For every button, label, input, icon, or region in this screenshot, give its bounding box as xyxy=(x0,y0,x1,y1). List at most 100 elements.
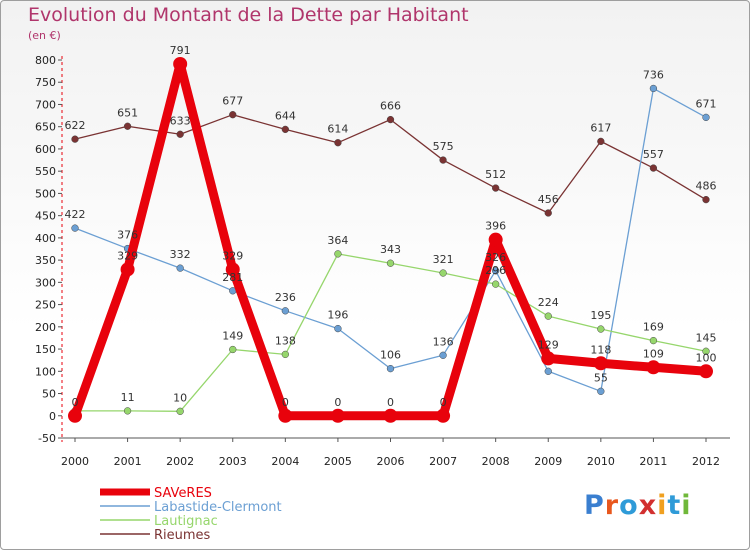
data-label: 321 xyxy=(433,253,454,266)
legend-label: Lautignac xyxy=(154,514,218,529)
x-tick-label: 2001 xyxy=(114,455,142,468)
data-label: 326 xyxy=(485,251,506,264)
logo-letter: i xyxy=(681,490,692,521)
data-point xyxy=(334,139,342,147)
data-label: 343 xyxy=(380,243,401,256)
legend-label: Rieumes xyxy=(154,528,211,543)
series-lautignac xyxy=(71,250,710,415)
series-labastide-clermont xyxy=(71,84,710,395)
data-point xyxy=(383,408,398,423)
chart-title: Evolution du Montant de la Dette par Hab… xyxy=(28,4,469,26)
y-tick-label: 600 xyxy=(35,143,56,156)
data-label: 651 xyxy=(117,106,138,119)
data-label: 296 xyxy=(485,264,506,277)
data-label: 118 xyxy=(590,343,611,356)
x-tick-label: 2003 xyxy=(219,455,247,468)
data-point xyxy=(702,347,710,355)
data-point xyxy=(225,262,240,277)
data-label: 10 xyxy=(173,391,187,404)
logo-letter: r xyxy=(604,490,620,521)
legend-label: Labastide-Clermont xyxy=(154,500,282,515)
data-point xyxy=(176,264,184,272)
data-label: 633 xyxy=(170,114,191,127)
data-point xyxy=(597,387,605,395)
data-point xyxy=(544,367,552,375)
data-label: 281 xyxy=(222,271,243,284)
data-label: 149 xyxy=(222,330,243,343)
data-label: 791 xyxy=(170,44,191,57)
y-tick-label: 500 xyxy=(35,187,56,200)
data-label: 644 xyxy=(275,109,296,122)
data-point xyxy=(702,195,710,204)
data-label: 486 xyxy=(696,180,717,193)
data-label: 0 xyxy=(72,396,79,409)
data-point xyxy=(123,407,132,415)
logo-letter: o xyxy=(619,490,639,521)
x-tick-label: 2007 xyxy=(429,455,457,468)
logo-letter: x xyxy=(638,490,658,521)
data-point xyxy=(492,184,500,192)
data-label: 396 xyxy=(485,220,506,233)
data-point xyxy=(278,408,293,423)
y-tick-label: 800 xyxy=(35,54,56,67)
x-tick-label: 2006 xyxy=(377,455,405,468)
data-point xyxy=(71,135,79,143)
data-label: 557 xyxy=(643,148,664,161)
data-label: 736 xyxy=(643,68,664,81)
data-point xyxy=(436,408,451,423)
y-tick-label: -50 xyxy=(38,432,56,445)
data-label: 0 xyxy=(334,396,341,409)
data-label: 196 xyxy=(327,309,348,322)
data-label: 11 xyxy=(121,391,135,404)
data-point xyxy=(386,115,395,124)
data-label: 109 xyxy=(643,347,664,360)
data-point xyxy=(123,122,132,130)
x-tick-label: 2000 xyxy=(61,455,89,468)
data-label: 106 xyxy=(380,349,401,362)
x-tick-label: 2011 xyxy=(639,455,667,468)
y-tick-label: 550 xyxy=(35,165,56,178)
data-point xyxy=(281,125,289,134)
data-point xyxy=(176,130,184,138)
data-label: 129 xyxy=(538,338,559,351)
data-label: 236 xyxy=(275,291,296,304)
data-label: 136 xyxy=(433,335,454,348)
data-point xyxy=(699,364,713,379)
data-label: 329 xyxy=(117,249,138,262)
data-point xyxy=(176,407,184,415)
y-tick-label: 100 xyxy=(35,365,56,378)
x-tick-label: 2010 xyxy=(587,455,615,468)
x-tick-label: 2004 xyxy=(271,455,299,468)
data-label: 100 xyxy=(696,351,717,364)
data-label: 55 xyxy=(594,371,608,384)
data-label: 332 xyxy=(170,248,191,261)
series-saveres xyxy=(68,57,713,423)
data-label: 575 xyxy=(433,140,454,153)
data-point xyxy=(488,232,503,247)
data-point xyxy=(120,262,135,277)
data-point xyxy=(68,408,82,423)
y-tick-label: 350 xyxy=(35,254,56,267)
data-point xyxy=(229,111,237,119)
data-label: 0 xyxy=(282,396,289,409)
x-tick-label: 2012 xyxy=(692,455,720,468)
x-tick-label: 2002 xyxy=(166,455,194,468)
data-point xyxy=(541,351,556,366)
data-point xyxy=(649,84,658,93)
y-tick-label: 200 xyxy=(35,321,56,334)
data-label: 169 xyxy=(643,321,664,334)
data-label: 512 xyxy=(485,168,506,181)
data-point xyxy=(334,250,342,258)
proxiti-logo: Proxiti xyxy=(584,490,692,521)
series-line xyxy=(74,114,707,214)
data-label: 666 xyxy=(380,100,401,113)
y-tick-label: 150 xyxy=(35,343,56,356)
axes: -500501001502002503003504004505005506006… xyxy=(35,54,730,468)
legend: SAVeRESLabastide-ClermontLautignacRieume… xyxy=(100,486,282,543)
y-tick-label: 50 xyxy=(42,388,56,401)
data-label: 622 xyxy=(65,119,86,132)
data-point xyxy=(649,336,658,345)
data-point xyxy=(439,269,447,277)
data-point xyxy=(330,408,345,423)
